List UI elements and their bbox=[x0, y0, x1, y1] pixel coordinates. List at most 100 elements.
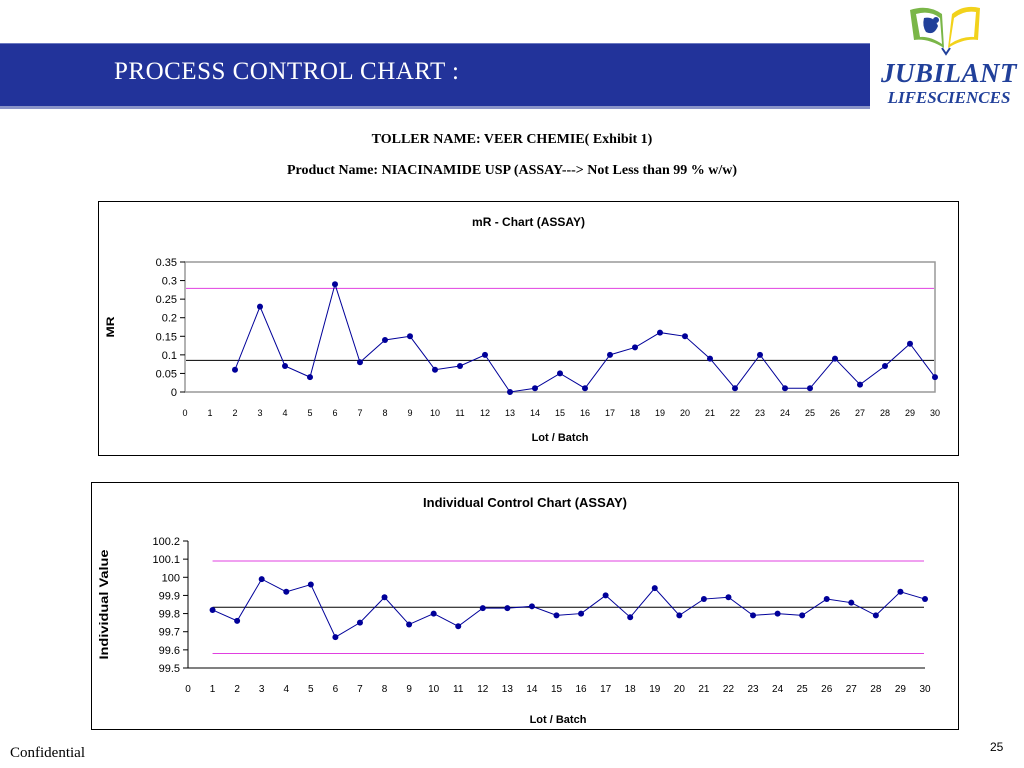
y-tick-label: 0.3 bbox=[162, 276, 177, 288]
data-point bbox=[406, 621, 413, 628]
data-point bbox=[257, 303, 263, 310]
data-point bbox=[332, 281, 338, 288]
x-tick-label: 17 bbox=[605, 408, 615, 418]
data-point bbox=[504, 605, 511, 612]
data-point bbox=[307, 581, 314, 588]
logo-wordmark: JUBILANT bbox=[880, 58, 1017, 88]
y-tick-label: 99.7 bbox=[159, 627, 180, 639]
data-point bbox=[332, 634, 339, 641]
product-name: Product Name: NIACINAMIDE USP (ASSAY--->… bbox=[286, 163, 738, 178]
x-tick-label: 6 bbox=[333, 684, 339, 695]
x-tick-label: 30 bbox=[919, 684, 931, 695]
plot-area bbox=[184, 261, 936, 393]
data-point bbox=[774, 610, 781, 617]
x-tick-label: 24 bbox=[772, 684, 784, 695]
x-tick-label: 29 bbox=[895, 684, 907, 695]
data-point bbox=[407, 333, 413, 340]
mr-chart: mR - Chart (ASSAY) 0 0.05 0.1 0.15 0.2 0.25 0.3… bbox=[98, 201, 959, 456]
data-point bbox=[357, 359, 363, 366]
y-tick-label: 0.35 bbox=[156, 257, 177, 269]
x-tick-label: 16 bbox=[576, 684, 588, 695]
x-tick-label: 5 bbox=[308, 684, 314, 695]
data-point bbox=[507, 389, 513, 395]
x-tick-label: 23 bbox=[755, 408, 765, 418]
y-tick-label: 0 bbox=[171, 387, 177, 399]
chart-title: Individual Control Chart (ASSAY) bbox=[423, 495, 627, 510]
y-tick-label: 99.5 bbox=[159, 663, 180, 675]
data-point bbox=[557, 370, 563, 377]
data-point bbox=[479, 605, 486, 612]
x-tick-label: 2 bbox=[232, 408, 237, 418]
data-point bbox=[457, 363, 463, 369]
data-point bbox=[430, 610, 437, 617]
x-tick-label: 5 bbox=[307, 408, 312, 418]
x-tick-label: 14 bbox=[530, 408, 540, 418]
x-tick-label: 18 bbox=[625, 684, 637, 695]
data-point bbox=[823, 596, 830, 603]
x-tick-label: 15 bbox=[551, 684, 563, 695]
data-point bbox=[832, 355, 838, 362]
x-tick-label: 19 bbox=[649, 684, 661, 695]
x-tick-label: 1 bbox=[210, 684, 216, 695]
x-tick-label: 28 bbox=[870, 684, 882, 695]
x-axis-label: Lot / Batch bbox=[530, 714, 587, 726]
data-point bbox=[578, 610, 585, 617]
x-tick-label: 3 bbox=[259, 684, 265, 695]
data-point bbox=[381, 594, 388, 601]
x-tick-label: 26 bbox=[821, 684, 833, 695]
x-tick-label: 25 bbox=[797, 684, 809, 695]
data-point bbox=[676, 612, 683, 619]
data-point bbox=[857, 381, 863, 388]
confidential-label: Confidential bbox=[10, 745, 85, 761]
x-tick-label: 21 bbox=[698, 684, 710, 695]
x-tick-label: 12 bbox=[480, 408, 490, 418]
company-logo: JUBILANT LIFESCIENCES bbox=[876, 4, 1022, 108]
data-point bbox=[258, 576, 265, 583]
data-point bbox=[582, 385, 588, 392]
x-tick-label: 28 bbox=[880, 408, 890, 418]
y-tick-label: 99.8 bbox=[159, 609, 180, 621]
x-tick-label: 20 bbox=[680, 408, 690, 418]
data-point bbox=[432, 366, 438, 373]
y-axis-label: MR bbox=[105, 316, 117, 337]
data-point bbox=[209, 606, 216, 613]
x-tick-label: 8 bbox=[382, 408, 387, 418]
data-point bbox=[872, 612, 879, 619]
data-point bbox=[528, 603, 535, 610]
x-tick-label: 10 bbox=[428, 684, 440, 695]
data-point bbox=[848, 599, 855, 606]
individual-chart: Individual Control Chart (ASSAY) 99.5 99.6… bbox=[91, 482, 959, 730]
x-tick-label: 22 bbox=[730, 408, 740, 418]
data-point bbox=[799, 612, 806, 619]
x-tick-label: 25 bbox=[805, 408, 815, 418]
data-point bbox=[922, 596, 928, 603]
y-tick-label: 0.05 bbox=[156, 368, 177, 380]
data-point bbox=[882, 363, 888, 369]
x-tick-label: 12 bbox=[477, 684, 489, 695]
x-tick-label: 13 bbox=[505, 408, 515, 418]
series-line bbox=[234, 282, 936, 393]
data-point bbox=[356, 619, 363, 626]
x-tick-label: 26 bbox=[830, 408, 840, 418]
x-axis-label: Lot / Batch bbox=[532, 432, 589, 444]
logo-tagline: LIFESCIENCES bbox=[887, 88, 1011, 107]
x-tick-label: 24 bbox=[780, 408, 790, 418]
data-point bbox=[757, 351, 763, 358]
data-point bbox=[553, 612, 560, 619]
data-point bbox=[651, 585, 658, 592]
y-axis-label: Individual Value bbox=[97, 549, 111, 659]
x-tick-label: 1 bbox=[207, 408, 212, 418]
x-tick-label: 9 bbox=[407, 408, 412, 418]
y-tick-label: 0.2 bbox=[162, 313, 177, 325]
y-tick-label: 0.25 bbox=[156, 294, 177, 306]
y-tick-label: 0.15 bbox=[156, 331, 177, 343]
chart-title: mR - Chart (ASSAY) bbox=[472, 215, 585, 229]
data-point bbox=[700, 596, 707, 603]
header-bar bbox=[0, 43, 870, 109]
data-point bbox=[607, 351, 613, 358]
mr-chart-plot: mR - Chart (ASSAY) 0 0.05 0.1 0.15 0.2 0.25 0.3… bbox=[105, 215, 940, 444]
x-tick-label: 16 bbox=[580, 408, 590, 418]
x-tick-label: 10 bbox=[430, 408, 440, 418]
x-tick-label: 13 bbox=[502, 684, 514, 695]
data-point bbox=[282, 363, 288, 369]
